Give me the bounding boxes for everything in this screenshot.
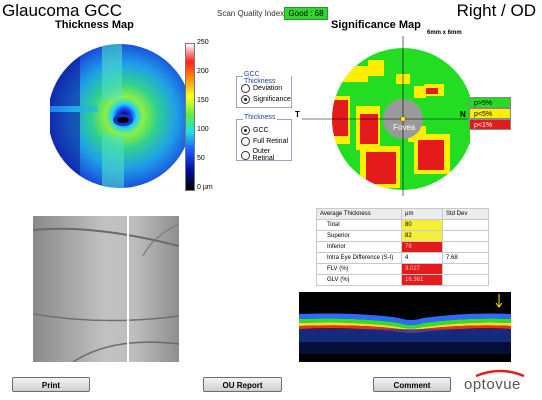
scale-tick: 50 — [197, 155, 205, 162]
fundus-image — [33, 216, 179, 362]
significance-radio[interactable]: Significance — [241, 95, 291, 104]
radio-selected-icon[interactable] — [241, 126, 250, 135]
gcc-thickness-title: GCC Thickness — [243, 71, 291, 85]
thickness-map — [50, 44, 192, 188]
oct-bscan-image — [299, 292, 511, 362]
scale-tick: 250 — [197, 39, 209, 46]
stats-table: Average Thickness µm Std Dev Total 80 Su… — [316, 208, 489, 286]
gcc-radio[interactable]: GCC — [241, 126, 269, 135]
scale-tick: 200 — [197, 68, 209, 75]
col-header: Average Thickness — [316, 208, 402, 220]
thickness-color-scale — [185, 43, 195, 191]
table-row: Intra Eye Difference (S-I) 4 7.68 — [316, 252, 489, 264]
legend-p-gt-5: p>5% — [469, 97, 511, 108]
scale-tick: 150 — [197, 97, 209, 104]
comment-button[interactable]: Comment — [373, 377, 451, 392]
table-header-row: Average Thickness µm Std Dev — [316, 208, 489, 220]
thickness-panel: Thickness GCC Full Retinal Outer Retinal — [236, 114, 292, 162]
nasal-label: N — [460, 110, 466, 119]
table-row: GLV (%) 16.361 — [316, 274, 489, 286]
fovea-label: Fovea — [393, 123, 416, 132]
col-header: Std Dev — [442, 208, 489, 220]
optovue-logo: optovue — [462, 368, 538, 396]
col-header: µm — [401, 208, 443, 220]
app-title: Glaucoma GCC — [2, 1, 122, 20]
scale-tick: 100 — [197, 126, 209, 133]
table-row: FLV (%) 3.027 — [316, 263, 489, 275]
radio-icon[interactable] — [241, 150, 250, 160]
significance-map-title: Significance Map — [331, 19, 421, 31]
temporal-label: T — [295, 110, 300, 119]
scale-tick: 0 µm — [197, 184, 213, 191]
ou-report-button[interactable]: OU Report — [203, 377, 282, 392]
legend-p-lt-5: p<5% — [469, 108, 511, 119]
print-button[interactable]: Print — [12, 377, 90, 392]
significance-map — [302, 36, 470, 196]
table-row: Inferior 78 — [316, 241, 489, 253]
radio-selected-icon[interactable] — [241, 95, 250, 104]
deviation-radio[interactable]: Deviation — [241, 84, 282, 93]
scan-quality-label: Scan Quality Index — [217, 9, 285, 18]
table-row: Total 80 — [316, 219, 489, 231]
significance-legend: p>5% p<5% p<1% — [469, 97, 511, 130]
thickness-map-title: Thickness Map — [55, 19, 134, 31]
thickness-panel-title: Thickness — [243, 114, 277, 121]
full-retinal-radio[interactable]: Full Retinal — [241, 137, 288, 146]
gcc-thickness-panel: GCC Thickness Deviation Significance — [236, 71, 292, 108]
radio-icon[interactable] — [241, 137, 250, 146]
scan-quality-badge: Good : 68 — [284, 7, 328, 20]
map-dimensions: 6mm x 6mm — [427, 30, 462, 36]
outer-retinal-radio[interactable]: Outer Retinal — [241, 148, 291, 162]
radio-icon[interactable] — [241, 84, 250, 93]
legend-p-lt-1: p<1% — [469, 119, 511, 130]
eye-label: Right / OD — [456, 1, 536, 20]
table-row: Superior 82 — [316, 230, 489, 242]
